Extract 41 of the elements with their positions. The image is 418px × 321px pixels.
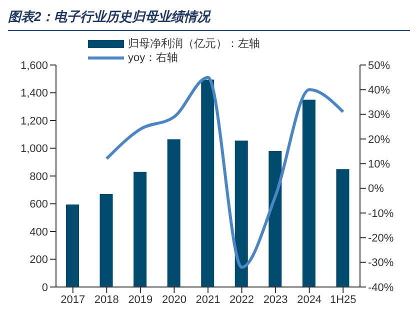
y2-tick-label: -30% — [368, 257, 394, 270]
bar — [167, 139, 180, 287]
bar — [201, 80, 214, 287]
y-tick-label: 600 — [30, 198, 48, 211]
y2-tick-label: 40% — [368, 84, 390, 97]
x-tick-label: 1H25 — [330, 294, 356, 306]
y2-tick-label: -20% — [368, 232, 394, 245]
chart-title: 图表2：电子行业历史归母业绩情况 — [8, 8, 410, 31]
y-tick-label: 1,600 — [20, 60, 48, 72]
y-tick-label: 400 — [30, 226, 48, 238]
legend-label: yoy：右轴 — [128, 51, 178, 65]
x-tick-label: 2024 — [297, 294, 322, 306]
x-tick-label: 2021 — [196, 294, 220, 306]
y-tick-label: 800 — [30, 170, 48, 183]
y-tick-label: 1,200 — [20, 115, 48, 128]
x-tick-label: 2019 — [128, 294, 153, 306]
x-tick-label: 2023 — [263, 294, 288, 306]
legend-label: 归母净利润（亿元）：左轴 — [128, 37, 260, 51]
y2-tick-label: 0% — [368, 183, 384, 196]
bar — [66, 204, 79, 287]
y2-tick-label: 20% — [368, 134, 390, 146]
bar — [134, 172, 147, 287]
y-tick-label: 1,000 — [20, 143, 48, 156]
bar — [234, 140, 248, 287]
x-tick-label: 2017 — [60, 294, 86, 306]
bar — [302, 100, 316, 287]
x-tick-label: 2020 — [162, 294, 186, 306]
bar — [268, 151, 282, 287]
y2-tick-label: 50% — [368, 60, 390, 72]
y2-tick-label: -10% — [368, 208, 394, 220]
y2-tick-label: -40% — [368, 282, 394, 294]
y2-tick-label: 30% — [368, 109, 390, 122]
line-series — [105, 76, 345, 269]
bar — [100, 194, 113, 287]
y-tick-label: 1,400 — [20, 88, 48, 100]
y-tick-label: 200 — [30, 254, 48, 266]
bar — [336, 169, 350, 287]
y-tick-label: 0 — [42, 282, 48, 294]
y2-tick-label: 10% — [368, 158, 390, 171]
x-tick-label: 2022 — [230, 294, 254, 306]
x-tick-label: 2018 — [94, 294, 119, 306]
